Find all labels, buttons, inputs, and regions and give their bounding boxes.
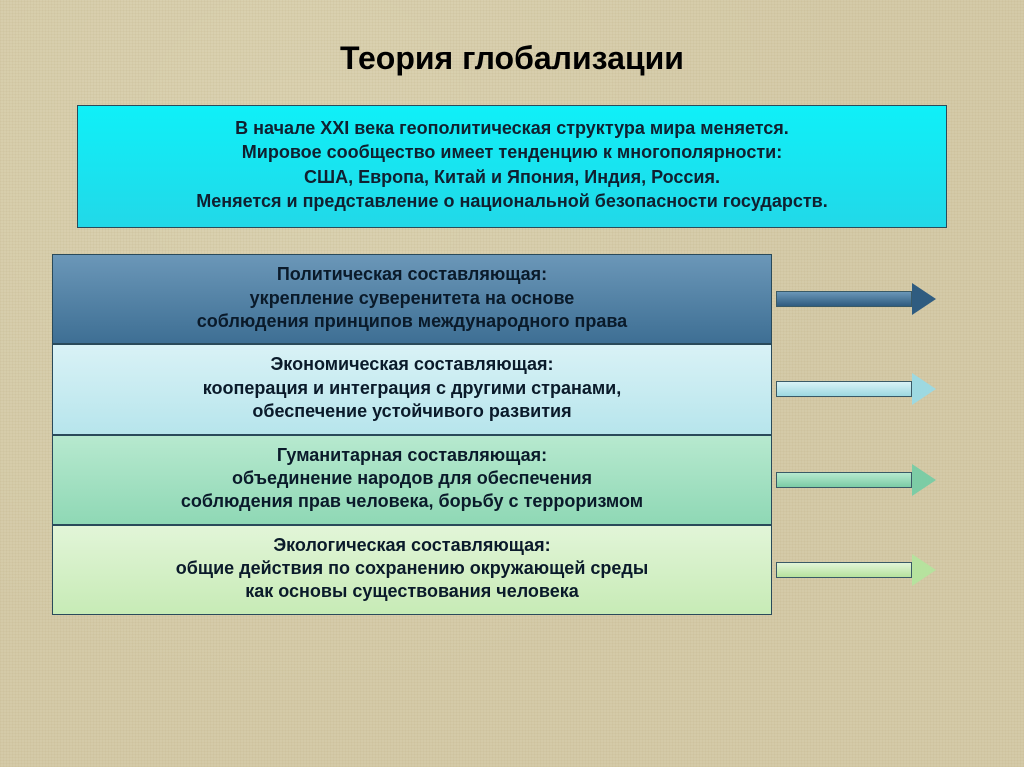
arrow-icon	[776, 558, 936, 582]
component-box: Экономическая составляющая:кооперация и …	[52, 344, 772, 434]
arrow-icon	[776, 287, 936, 311]
component-row: Гуманитарная составляющая:объединение на…	[52, 435, 972, 525]
component-row: Экологическая составляющая:общие действи…	[52, 525, 972, 615]
component-box: Политическая составляющая:укрепление сув…	[52, 254, 772, 344]
component-box: Гуманитарная составляющая:объединение на…	[52, 435, 772, 525]
arrow-wrap	[772, 525, 972, 615]
component-row: Экономическая составляющая:кооперация и …	[52, 344, 972, 434]
component-desc: общие действия по сохранению окружающей …	[67, 557, 757, 604]
arrow-head	[912, 283, 936, 315]
intro-line-3: США, Европа, Китай и Япония, Индия, Росс…	[304, 167, 720, 187]
component-desc: кооперация и интеграция с другими страна…	[67, 377, 757, 424]
component-heading: Политическая составляющая:	[67, 263, 757, 286]
component-heading: Экологическая составляющая:	[67, 534, 757, 557]
arrow-head	[912, 554, 936, 586]
component-rows: Политическая составляющая:укрепление сув…	[52, 254, 972, 615]
slide-title: Теория глобализации	[0, 40, 1024, 77]
intro-line-4: Меняется и представление о национальной …	[196, 191, 827, 211]
arrow-head	[912, 464, 936, 496]
arrow-wrap	[772, 254, 972, 344]
arrow-head	[912, 373, 936, 405]
component-heading: Гуманитарная составляющая:	[67, 444, 757, 467]
component-desc: объединение народов для обеспечениясоблю…	[67, 467, 757, 514]
component-heading: Экономическая составляющая:	[67, 353, 757, 376]
arrow-icon	[776, 468, 936, 492]
intro-box: В начале XXI века геополитическая структ…	[77, 105, 947, 228]
arrow-shaft	[776, 562, 912, 578]
slide-content: Теория глобализации В начале XXI века ге…	[0, 0, 1024, 767]
arrow-icon	[776, 377, 936, 401]
arrow-wrap	[772, 344, 972, 434]
arrow-shaft	[776, 291, 912, 307]
component-desc: укрепление суверенитета на основесоблюде…	[67, 287, 757, 334]
intro-line-1: В начале XXI века геополитическая структ…	[235, 118, 789, 138]
arrow-shaft	[776, 472, 912, 488]
arrow-wrap	[772, 435, 972, 525]
arrow-shaft	[776, 381, 912, 397]
component-box: Экологическая составляющая:общие действи…	[52, 525, 772, 615]
component-row: Политическая составляющая:укрепление сув…	[52, 254, 972, 344]
intro-line-2: Мировое сообщество имеет тенденцию к мно…	[242, 142, 782, 162]
